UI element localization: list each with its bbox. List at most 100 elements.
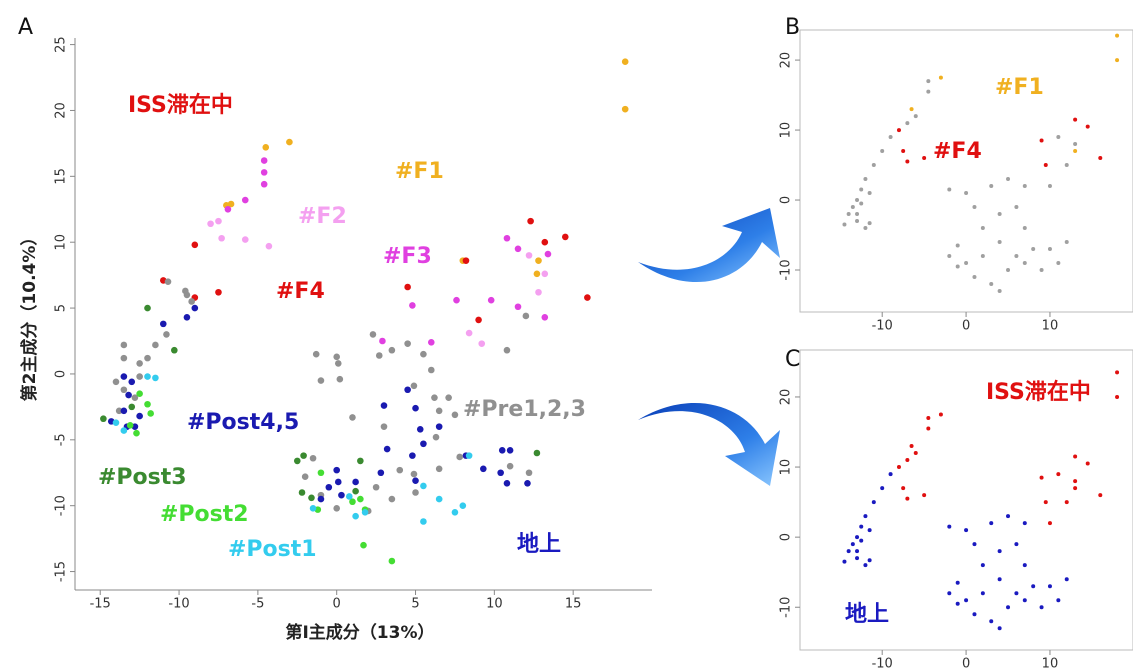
point	[435, 465, 443, 473]
point	[377, 469, 385, 477]
point	[846, 212, 851, 217]
point	[420, 518, 427, 525]
point	[300, 452, 307, 459]
point	[487, 296, 495, 304]
y-tick-label: 20	[779, 52, 794, 69]
point	[867, 558, 872, 563]
point	[241, 236, 249, 243]
point	[309, 454, 317, 462]
point	[465, 329, 473, 337]
point	[1056, 472, 1061, 477]
point	[435, 407, 443, 415]
point	[584, 294, 591, 301]
point	[989, 282, 994, 287]
point	[144, 400, 151, 408]
point	[1073, 142, 1078, 147]
point	[1006, 514, 1011, 519]
y-tick-label: -10	[779, 259, 794, 280]
point	[1014, 542, 1019, 547]
point	[503, 234, 511, 242]
point	[1073, 117, 1078, 122]
y-axis-title: 第2主成分（10.4%）	[19, 229, 40, 402]
point	[218, 234, 225, 242]
point	[1039, 605, 1044, 610]
point	[409, 452, 416, 459]
point	[503, 479, 511, 487]
y-tick-label: 0	[779, 533, 794, 541]
point	[880, 149, 885, 154]
point	[1022, 261, 1027, 266]
point	[120, 341, 128, 349]
point	[126, 422, 134, 429]
point	[541, 270, 549, 278]
arrow	[638, 208, 780, 283]
point	[152, 341, 159, 349]
point	[1006, 268, 1011, 273]
point	[871, 163, 876, 168]
point	[120, 373, 128, 380]
point	[842, 559, 847, 564]
point	[525, 252, 533, 259]
point	[1006, 605, 1011, 610]
point	[133, 429, 140, 437]
point	[379, 337, 386, 345]
annotation: 地上	[517, 532, 561, 557]
point	[357, 495, 364, 503]
point	[850, 542, 855, 547]
point	[989, 184, 994, 189]
point	[100, 415, 107, 423]
point	[989, 521, 994, 526]
point	[1031, 584, 1036, 589]
point	[964, 191, 969, 196]
point	[964, 261, 969, 266]
y-tick-label: 0	[54, 370, 69, 378]
point	[369, 331, 377, 338]
series-label: ISS滞在中	[986, 379, 1091, 405]
point	[922, 493, 927, 498]
point	[404, 386, 411, 394]
point	[955, 243, 960, 248]
point	[561, 233, 569, 241]
point	[524, 479, 531, 487]
point	[514, 245, 522, 253]
point	[964, 598, 969, 603]
point	[136, 412, 143, 420]
point	[409, 302, 416, 309]
point	[431, 394, 438, 401]
point	[997, 289, 1002, 294]
y-tick-label: 20	[54, 102, 69, 119]
point	[1022, 598, 1027, 603]
point	[410, 382, 418, 390]
point	[136, 360, 143, 367]
y-tick-label: -5	[54, 433, 69, 446]
point	[152, 374, 159, 382]
point	[1064, 240, 1069, 245]
point	[120, 427, 128, 434]
point	[506, 447, 514, 454]
series-label: #F2	[298, 204, 347, 229]
point	[215, 288, 222, 296]
point	[317, 377, 325, 384]
arrow	[638, 402, 780, 486]
point	[352, 487, 359, 495]
point	[312, 350, 320, 358]
point	[855, 212, 860, 217]
point	[859, 538, 864, 543]
series-label: #F4	[933, 139, 982, 164]
point	[404, 340, 411, 347]
point	[1014, 591, 1019, 596]
point	[1022, 226, 1027, 231]
panel-label: A	[18, 15, 33, 40]
point	[497, 469, 504, 477]
point	[498, 447, 506, 454]
point	[120, 354, 128, 362]
point	[1115, 370, 1120, 375]
point	[1064, 163, 1069, 168]
point	[480, 465, 487, 473]
point	[333, 466, 340, 474]
point	[163, 331, 170, 338]
point	[1073, 479, 1078, 484]
point	[298, 489, 306, 496]
point	[260, 180, 268, 188]
series-label: #Post4,5	[187, 410, 299, 435]
